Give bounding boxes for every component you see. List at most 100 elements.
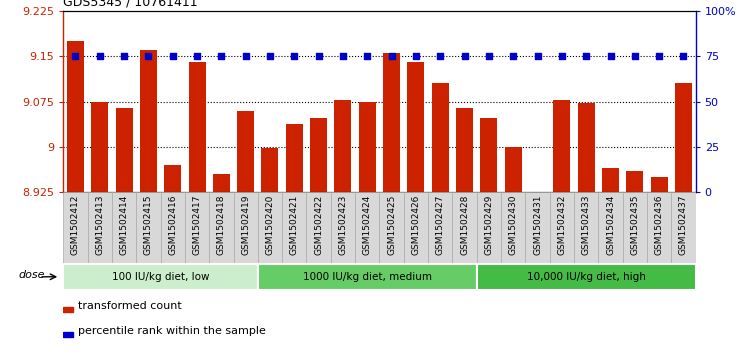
FancyBboxPatch shape xyxy=(136,192,161,263)
FancyBboxPatch shape xyxy=(452,192,477,263)
Point xyxy=(605,53,617,59)
Text: 100 IU/kg diet, low: 100 IU/kg diet, low xyxy=(112,272,209,282)
Bar xyxy=(504,147,522,192)
Bar xyxy=(63,307,73,312)
FancyBboxPatch shape xyxy=(161,192,185,263)
Bar xyxy=(213,174,230,192)
Bar xyxy=(554,100,571,192)
Text: GSM1502434: GSM1502434 xyxy=(606,195,615,255)
Bar xyxy=(63,332,73,337)
Point xyxy=(216,53,228,59)
Bar xyxy=(335,100,351,192)
Point xyxy=(483,53,495,59)
FancyBboxPatch shape xyxy=(550,192,574,263)
Text: GSM1502417: GSM1502417 xyxy=(193,195,202,255)
Bar xyxy=(286,124,303,192)
Point xyxy=(240,53,251,59)
FancyBboxPatch shape xyxy=(209,192,234,263)
Bar xyxy=(188,62,205,192)
FancyBboxPatch shape xyxy=(574,192,598,263)
Bar xyxy=(359,102,376,192)
Text: GSM1502416: GSM1502416 xyxy=(168,195,177,255)
Text: GSM1502418: GSM1502418 xyxy=(217,195,226,255)
FancyBboxPatch shape xyxy=(379,192,404,263)
Point xyxy=(264,53,276,59)
Point xyxy=(458,53,470,59)
Text: GSM1502414: GSM1502414 xyxy=(120,195,129,255)
Text: GSM1502436: GSM1502436 xyxy=(655,195,664,255)
FancyBboxPatch shape xyxy=(307,192,331,263)
Point xyxy=(580,53,592,59)
Point xyxy=(142,53,154,59)
Point xyxy=(678,53,690,59)
Point xyxy=(69,53,81,59)
Bar xyxy=(675,83,692,192)
FancyBboxPatch shape xyxy=(112,192,136,263)
FancyBboxPatch shape xyxy=(258,264,477,290)
FancyBboxPatch shape xyxy=(185,192,209,263)
Bar xyxy=(383,53,400,192)
FancyBboxPatch shape xyxy=(282,192,307,263)
Point xyxy=(191,53,203,59)
Text: percentile rank within the sample: percentile rank within the sample xyxy=(78,326,266,336)
Point xyxy=(434,53,446,59)
Text: GSM1502422: GSM1502422 xyxy=(314,195,323,255)
Bar xyxy=(164,165,182,192)
FancyBboxPatch shape xyxy=(331,192,355,263)
Bar xyxy=(626,171,644,192)
Text: GSM1502429: GSM1502429 xyxy=(484,195,493,255)
Text: dose: dose xyxy=(19,270,45,281)
FancyBboxPatch shape xyxy=(623,192,647,263)
Text: GSM1502421: GSM1502421 xyxy=(290,195,299,255)
Point xyxy=(362,53,373,59)
FancyBboxPatch shape xyxy=(525,192,550,263)
Text: GSM1502415: GSM1502415 xyxy=(144,195,153,255)
FancyBboxPatch shape xyxy=(477,192,501,263)
FancyBboxPatch shape xyxy=(234,192,258,263)
FancyBboxPatch shape xyxy=(63,192,88,263)
Text: GSM1502430: GSM1502430 xyxy=(509,195,518,255)
Text: GSM1502425: GSM1502425 xyxy=(387,195,396,255)
Text: GSM1502431: GSM1502431 xyxy=(533,195,542,255)
Bar xyxy=(432,83,449,192)
FancyBboxPatch shape xyxy=(647,192,671,263)
FancyBboxPatch shape xyxy=(355,192,379,263)
Text: GSM1502419: GSM1502419 xyxy=(241,195,250,255)
FancyBboxPatch shape xyxy=(63,264,258,290)
FancyBboxPatch shape xyxy=(501,192,525,263)
Point xyxy=(289,53,301,59)
Point xyxy=(410,53,422,59)
Text: GSM1502437: GSM1502437 xyxy=(679,195,688,255)
Text: GSM1502428: GSM1502428 xyxy=(460,195,469,255)
Text: GSM1502432: GSM1502432 xyxy=(557,195,566,255)
Point xyxy=(385,53,397,59)
Text: transformed count: transformed count xyxy=(78,301,182,311)
Point xyxy=(556,53,568,59)
FancyBboxPatch shape xyxy=(428,192,452,263)
Text: GSM1502423: GSM1502423 xyxy=(339,195,347,255)
Text: GSM1502435: GSM1502435 xyxy=(630,195,639,255)
Text: GSM1502420: GSM1502420 xyxy=(266,195,275,255)
Bar xyxy=(408,62,424,192)
Text: 10,000 IU/kg diet, high: 10,000 IU/kg diet, high xyxy=(527,272,646,282)
Bar xyxy=(310,118,327,192)
Point xyxy=(531,53,543,59)
Text: GSM1502433: GSM1502433 xyxy=(582,195,591,255)
Point xyxy=(653,53,665,59)
Text: GSM1502426: GSM1502426 xyxy=(411,195,420,255)
Bar xyxy=(481,118,498,192)
Point xyxy=(118,53,130,59)
Text: GSM1502424: GSM1502424 xyxy=(363,195,372,255)
Point xyxy=(507,53,519,59)
Text: GSM1502427: GSM1502427 xyxy=(436,195,445,255)
Point xyxy=(629,53,641,59)
Bar xyxy=(67,41,84,192)
FancyBboxPatch shape xyxy=(671,192,696,263)
Bar xyxy=(261,148,278,192)
Bar xyxy=(92,102,108,192)
Bar xyxy=(115,108,132,192)
FancyBboxPatch shape xyxy=(88,192,112,263)
Bar xyxy=(456,108,473,192)
Point xyxy=(337,53,349,59)
Bar xyxy=(140,50,157,192)
